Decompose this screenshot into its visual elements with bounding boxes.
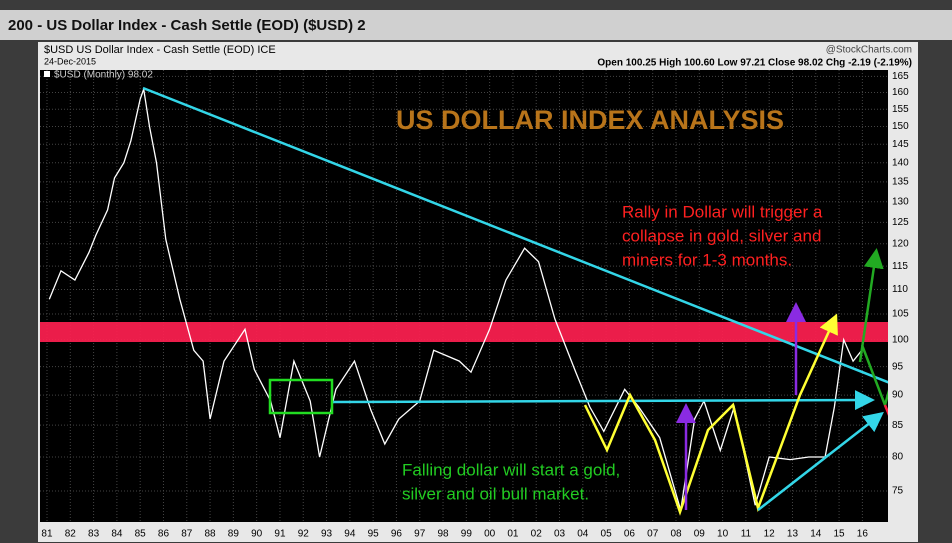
y-tick-label: 145 xyxy=(892,139,909,150)
y-tick-label: 75 xyxy=(892,486,904,497)
y-tick-label: 95 xyxy=(892,361,904,372)
green-arrow xyxy=(858,248,884,363)
x-tick-label: 11 xyxy=(741,529,752,540)
note-line: collapse in gold, silver and xyxy=(622,226,821,245)
price-line xyxy=(48,88,863,511)
heading: US DOLLAR INDEX ANALYSIS xyxy=(396,105,784,135)
x-tick-label: 82 xyxy=(65,529,77,540)
x-tick-label: 90 xyxy=(251,529,263,540)
x-tick-label: 83 xyxy=(88,529,100,540)
x-tick-label: 04 xyxy=(577,529,589,540)
y-tick-label: 120 xyxy=(892,238,909,249)
note-line: Rally in Dollar will trigger a xyxy=(622,202,823,221)
x-tick-label: 98 xyxy=(437,529,449,540)
x-tick-label: 94 xyxy=(344,529,356,540)
x-tick-label: 96 xyxy=(391,529,403,540)
x-tick-label: 00 xyxy=(484,529,496,540)
y-tick-label: 140 xyxy=(892,157,909,168)
title-bar xyxy=(0,10,952,40)
yellow-path xyxy=(583,313,838,516)
resistance-band xyxy=(40,322,888,342)
x-tick-label: 97 xyxy=(414,529,426,540)
y-tick-label: 115 xyxy=(892,261,908,272)
quote: Open 100.25 High 100.60 Low 97.21 Close … xyxy=(597,58,912,69)
x-tick-label: 03 xyxy=(554,529,566,540)
y-tick-label: 165 xyxy=(892,71,909,82)
plot-area xyxy=(40,70,888,522)
x-tick-label: 89 xyxy=(228,529,240,540)
y-tick-label: 160 xyxy=(892,87,909,98)
y-tick-label: 105 xyxy=(892,309,909,320)
y-tick-label: 155 xyxy=(892,104,909,115)
trend-line xyxy=(142,86,896,387)
x-tick-label: 85 xyxy=(135,529,147,540)
x-tick-label: 06 xyxy=(624,529,636,540)
note-line: miners for 1-3 months. xyxy=(622,250,792,269)
x-tick-label: 16 xyxy=(857,529,869,540)
x-tick-label: 91 xyxy=(274,529,286,540)
x-tick-label: 99 xyxy=(461,529,473,540)
x-tick-label: 84 xyxy=(111,529,123,540)
y-tick-label: 135 xyxy=(892,177,909,188)
x-tick-label: 09 xyxy=(694,529,706,540)
y-tick-label: 150 xyxy=(892,121,909,132)
rising-arrow xyxy=(757,411,884,511)
y-tick-label: 90 xyxy=(892,390,904,401)
y-tick-label: 100 xyxy=(892,334,909,345)
note-line: Falling dollar will start a gold, xyxy=(402,460,620,479)
x-tick-label: 13 xyxy=(787,529,799,540)
y-axis-panel xyxy=(888,70,918,522)
rally-note: Rally in Dollar will trigger a collapse i… xyxy=(622,202,823,269)
y-tick-label: 125 xyxy=(892,217,909,228)
x-tick-label: 01 xyxy=(507,529,519,540)
legend-swatch xyxy=(44,71,50,77)
legend-entry: $USD (Monthly) 98.02 xyxy=(54,70,153,81)
symbol-line: $USD US Dollar Index - Cash Settle (EOD)… xyxy=(44,44,276,56)
x-tick-label: 15 xyxy=(834,529,846,540)
x-tick-label: 08 xyxy=(670,529,682,540)
x-tick-label: 81 xyxy=(41,529,53,540)
y-tick-label: 85 xyxy=(892,420,904,431)
support-line xyxy=(331,390,875,411)
annotations xyxy=(142,86,914,516)
x-tick-label: 86 xyxy=(158,529,170,540)
x-tick-label: 14 xyxy=(810,529,822,540)
source: @StockCharts.com xyxy=(826,45,912,56)
x-tick-label: 93 xyxy=(321,529,333,540)
y-tick-label: 130 xyxy=(892,196,909,207)
date: 24-Dec-2015 xyxy=(44,56,96,66)
x-tick-label: 88 xyxy=(205,529,217,540)
plot xyxy=(48,88,863,511)
note-line: silver and oil bull market. xyxy=(402,484,589,503)
x-tick-label: 12 xyxy=(764,529,776,540)
y-tick-label: 80 xyxy=(892,452,904,463)
x-tick-label: 92 xyxy=(298,529,310,540)
x-tick-label: 10 xyxy=(717,529,729,540)
window-title: 200 - US Dollar Index - Cash Settle (EOD… xyxy=(8,17,366,34)
x-tick-label: 07 xyxy=(647,529,659,540)
x-tick-label: 02 xyxy=(531,529,543,540)
x-tick-label: 87 xyxy=(181,529,193,540)
box xyxy=(268,378,334,415)
falling-note: Falling dollar will start a gold, silver … xyxy=(402,460,620,503)
x-tick-label: 05 xyxy=(601,529,613,540)
x-tick-label: 95 xyxy=(368,529,380,540)
y-tick-label: 110 xyxy=(892,284,908,295)
